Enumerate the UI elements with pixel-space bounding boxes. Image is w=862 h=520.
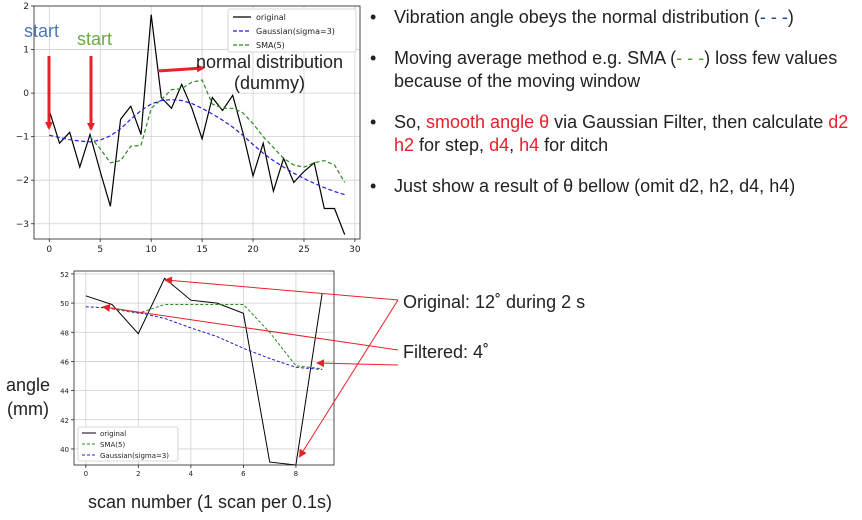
- bullet-4-text: Just show a result of θ bellow (omit d2,…: [394, 176, 796, 196]
- sma-dash-sample: - - -: [676, 48, 705, 68]
- top-legend-original: original: [256, 13, 286, 22]
- bottom-series-lines: [85, 277, 323, 466]
- filtered-arrow-to-end: [316, 359, 399, 368]
- top-ytick--1: −1: [16, 133, 29, 143]
- filtered-annotation: Filtered: 4˚: [403, 342, 490, 362]
- top-xtick-30: 30: [349, 245, 361, 255]
- top-xtick-15: 15: [196, 245, 207, 255]
- top-xtick-0: 0: [46, 245, 52, 255]
- bottom-y-label-line2: (mm): [7, 399, 49, 419]
- bullet-2-text: Moving average method e.g. SMA (: [394, 48, 677, 68]
- bottom-y-label-line1: angle: [5, 375, 51, 395]
- normal-dist-arrow: [157, 64, 205, 73]
- top-series-gaussian-sigma-3: [49, 98, 345, 196]
- bottom-gridlines: [74, 271, 334, 465]
- bullet-1: Vibration angle obeys the normal distrib…: [366, 6, 860, 29]
- bottom-ytick-44: 44: [60, 388, 69, 396]
- start-label-green: start: [77, 29, 113, 49]
- bottom-series-gaussian-sigma-3: [85, 306, 323, 370]
- top-chart: 0 5 10 15 20 25 30 −3 −2 −1 0 1 2 original Gaussian(…: [16, 2, 361, 255]
- smooth-angle-highlight: smooth angle θ: [426, 112, 550, 132]
- bottom-ytick-52: 52: [60, 271, 69, 279]
- top-xtick-5: 5: [97, 245, 103, 255]
- bottom-x-axis-label: scan number (1 scan per 0.1s): [87, 492, 333, 512]
- bottom-xtick-8: 8: [294, 470, 298, 478]
- d4-highlight: d4: [489, 135, 510, 155]
- bullet-3-text: So,: [394, 112, 427, 132]
- bullet-list: Vibration angle obeys the normal distrib…: [366, 6, 860, 216]
- bullet-4: Just show a result of θ bellow (omit d2,…: [366, 175, 860, 198]
- start-label-blue: start: [24, 21, 60, 41]
- top-legend: original Gaussian(sigma=3) SMA(5): [227, 8, 357, 53]
- bottom-ytick-48: 48: [60, 329, 69, 337]
- gaussian-dash-sample: - - -: [759, 7, 788, 27]
- top-ytick-1: 1: [23, 46, 29, 56]
- bottom-y-axis-label: angle (mm): [0, 373, 56, 421]
- bottom-ytick-46: 46: [60, 358, 69, 366]
- bullet-3-comma: ,: [509, 135, 520, 155]
- h4-highlight: h4: [519, 135, 540, 155]
- filtered-arrow-to-start: [102, 303, 399, 351]
- top-legend-gaussian: Gaussian(sigma=3): [256, 27, 335, 36]
- top-ytick-0: 0: [23, 89, 29, 99]
- bottom-plot-frame: [73, 270, 335, 466]
- bottom-legend-gaussian: Gaussian(sigma=3): [100, 452, 169, 460]
- bottom-xtick-2: 2: [136, 470, 140, 478]
- bullet-3: So, smooth angle θ via Gaussian Filter, …: [366, 111, 860, 157]
- bottom-xtick-4: 4: [189, 470, 194, 478]
- bottom-legend-box: [77, 426, 179, 462]
- bottom-xtick-6: 6: [241, 470, 246, 478]
- top-legend-box: [227, 8, 357, 53]
- top-ytick--2: −2: [16, 176, 29, 186]
- bottom-series-original: [85, 277, 323, 466]
- bullet-3-mid: via Gaussian Filter, then calculate: [549, 112, 829, 132]
- bullet-1-close: ): [787, 7, 794, 27]
- bottom-ytick-40: 40: [60, 446, 69, 454]
- bullet-1-text: Vibration angle obeys the normal distrib…: [394, 7, 760, 27]
- top-xtick-20: 20: [247, 245, 259, 255]
- top-series-lines: [48, 14, 346, 235]
- top-series-sma-5: [89, 79, 346, 183]
- normal-dist-line2: (dummy): [234, 73, 306, 93]
- top-xtick-25: 25: [298, 245, 309, 255]
- original-arrow-to-peak: [164, 276, 399, 301]
- normal-dist-line1: normal distribution: [196, 52, 344, 72]
- bottom-xtick-0: 0: [84, 470, 88, 478]
- top-ytick-2: 2: [23, 2, 29, 12]
- bottom-ytick-42: 42: [60, 417, 69, 425]
- d2h2-highlight: d2 h2: [394, 112, 849, 155]
- top-plot-frame: [33, 5, 361, 240]
- bullet-2: Moving average method e.g. SMA (- - -) l…: [366, 47, 860, 93]
- bottom-ytick-50: 50: [60, 300, 69, 308]
- top-series-original: [48, 14, 346, 235]
- bullet-2-rest: ) loss few values because of the moving …: [394, 48, 838, 91]
- normal-dist-label: normal distribution (dummy): [196, 52, 343, 94]
- bullet-3-ditch: for ditch: [539, 135, 609, 155]
- bottom-legend: original SMA(5) Gaussian(sigma=3): [77, 426, 179, 462]
- original-annotation: Original: 12˚ during 2 s: [403, 292, 586, 312]
- bottom-legend-sma: SMA(5): [100, 441, 125, 449]
- original-arrow-to-dip: [298, 299, 399, 458]
- top-ytick--3: −3: [16, 220, 29, 230]
- top-tick-labels: 0 5 10 15 20 25 30 −3 −2 −1 0 1 2: [16, 2, 361, 255]
- top-xtick-10: 10: [145, 245, 157, 255]
- bullet-3-step: for step,: [414, 135, 490, 155]
- bottom-legend-original: original: [100, 430, 126, 438]
- bottom-series-sma-5: [112, 304, 323, 370]
- top-legend-sma: SMA(5): [256, 41, 285, 50]
